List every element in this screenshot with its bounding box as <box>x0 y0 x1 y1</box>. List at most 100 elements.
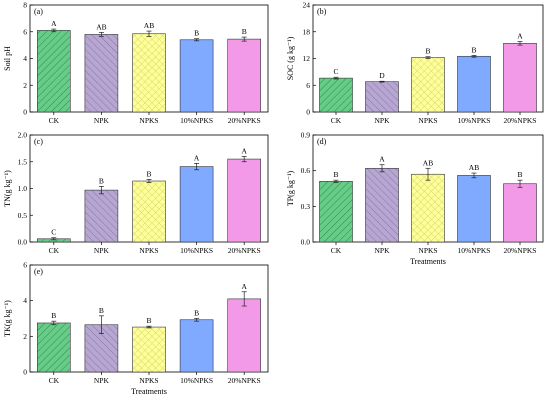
significance-letter: AB <box>469 163 479 172</box>
category-label: 10%NPKS <box>458 246 491 255</box>
category-label: 10%NPKS <box>180 246 213 255</box>
category-label: CK <box>49 246 60 255</box>
significance-letter: B <box>194 29 199 38</box>
category-label: NPK <box>374 246 390 255</box>
bar-10%NPKS <box>457 55 491 113</box>
significance-letter: D <box>379 71 385 80</box>
significance-letter: C <box>333 67 338 76</box>
panel-label: (b) <box>317 7 327 16</box>
significance-letter: A <box>194 153 200 162</box>
y-tick-label: 0.6 <box>301 166 311 175</box>
category-label: CK <box>49 376 60 385</box>
bar-NPKS <box>132 180 166 243</box>
y-tick-label: 2 <box>23 81 27 90</box>
y-tick-label: 2 <box>23 332 27 341</box>
y-tick-label: 0 <box>23 368 27 377</box>
category-label: 20%NPKS <box>228 246 261 255</box>
bar-CK <box>36 30 71 113</box>
y-axis-title: TP(g kg⁻¹) <box>286 171 295 207</box>
y-axis-title: TN(g kg⁻¹) <box>3 170 12 207</box>
y-tick-label: 0.0 <box>301 238 311 247</box>
bar-20%NPKS <box>503 43 537 113</box>
y-tick-label: 0.0 <box>18 238 28 247</box>
significance-letter: AB <box>144 21 154 30</box>
y-tick-label: 8 <box>23 1 27 10</box>
significance-letter: B <box>425 47 430 56</box>
bar-NPKS <box>411 173 445 243</box>
bar-NPK <box>84 34 119 113</box>
panel-label: (d) <box>317 137 327 146</box>
category-label: NPK <box>94 116 110 125</box>
bar-10%NPKS <box>179 319 214 373</box>
bar-NPKS <box>132 33 166 113</box>
significance-letter: A <box>241 282 247 291</box>
category-label: 10%NPKS <box>458 116 491 125</box>
x-axis-title: Treatments <box>410 257 446 266</box>
y-tick-label: 6 <box>306 81 310 90</box>
category-label: 20%NPKS <box>228 376 261 385</box>
category-label: NPKS <box>139 116 158 125</box>
y-tick-label: 0.3 <box>301 202 311 211</box>
bar-20%NPKS <box>503 183 537 243</box>
bar-CK <box>36 322 71 373</box>
category-label: NPKS <box>139 376 158 385</box>
y-axis-title: TK(g kg⁻¹) <box>3 300 12 337</box>
significance-letter: B <box>99 306 104 315</box>
y-axis-title: Soil pH <box>3 46 12 71</box>
category-label: CK <box>49 116 60 125</box>
category-label: 20%NPKS <box>228 116 261 125</box>
bar-NPKS <box>132 326 166 373</box>
significance-letter: B <box>146 316 151 325</box>
category-label: 20%NPKS <box>504 116 537 125</box>
panel-4: (e) 0 2 4 6 TK(g kg⁻¹) B CK B NPK B NPKS B 10%NPKS A 20… <box>3 261 269 396</box>
bar-10%NPKS <box>179 166 214 243</box>
y-tick-label: 1.5 <box>18 157 28 166</box>
y-tick-label: 6 <box>23 27 27 36</box>
significance-letter: B <box>146 169 151 178</box>
panel-label: (c) <box>34 137 43 146</box>
bar-10%NPKS <box>457 175 491 243</box>
bar-20%NPKS <box>227 38 261 113</box>
significance-letter: A <box>51 19 57 28</box>
significance-letter: B <box>333 170 338 179</box>
bar-CK <box>319 77 353 113</box>
category-label: NPK <box>374 116 390 125</box>
y-tick-label: 2.0 <box>18 131 28 140</box>
category-label: CK <box>331 116 342 125</box>
y-tick-label: 4 <box>23 54 27 63</box>
category-label: 10%NPKS <box>180 116 213 125</box>
panel-2: (c) 0.0 0.5 1.0 1.5 2.0 TN(g kg⁻¹) C CK B NPK B NPKS… <box>3 131 269 255</box>
category-label: NPKS <box>139 246 158 255</box>
category-label: 20%NPKS <box>504 246 537 255</box>
bar-10%NPKS <box>179 39 214 113</box>
bar-NPK <box>84 189 119 243</box>
category-label: NPKS <box>418 116 437 125</box>
y-axis-title: SOC (g kg⁻¹) <box>286 36 295 80</box>
y-tick-label: 6 <box>23 261 27 270</box>
category-label: CK <box>331 246 342 255</box>
bar-20%NPKS <box>227 298 261 373</box>
bar-20%NPKS <box>227 158 261 243</box>
significance-letter: C <box>51 228 56 237</box>
y-tick-label: 0.9 <box>301 131 311 140</box>
category-label: 10%NPKS <box>180 376 213 385</box>
significance-letter: B <box>51 311 56 320</box>
significance-letter: B <box>517 170 522 179</box>
category-label: NPK <box>94 376 110 385</box>
significance-letter: AB <box>423 158 433 167</box>
bar-NPKS <box>411 57 445 113</box>
x-axis-title: Treatments <box>131 387 167 396</box>
y-tick-label: 0 <box>23 108 27 117</box>
y-tick-label: 4 <box>23 296 27 305</box>
y-tick-label: 18 <box>303 27 311 36</box>
significance-letter: A <box>517 32 523 41</box>
y-tick-label: 24 <box>303 1 311 10</box>
significance-letter: B <box>99 176 104 185</box>
panel-label: (e) <box>34 267 43 276</box>
panel-1: (b) 0 6 12 18 24 SOC (g kg⁻¹) C CK D NPK B NPKS B 10%N… <box>286 1 544 125</box>
bar-NPK <box>365 81 399 113</box>
significance-letter: B <box>242 27 247 36</box>
panel-3: (d) 0.0 0.3 0.6 0.9 TP(g kg⁻¹) B CK A NPK AB NPKS AB… <box>286 131 544 266</box>
significance-letter: AB <box>96 22 106 31</box>
